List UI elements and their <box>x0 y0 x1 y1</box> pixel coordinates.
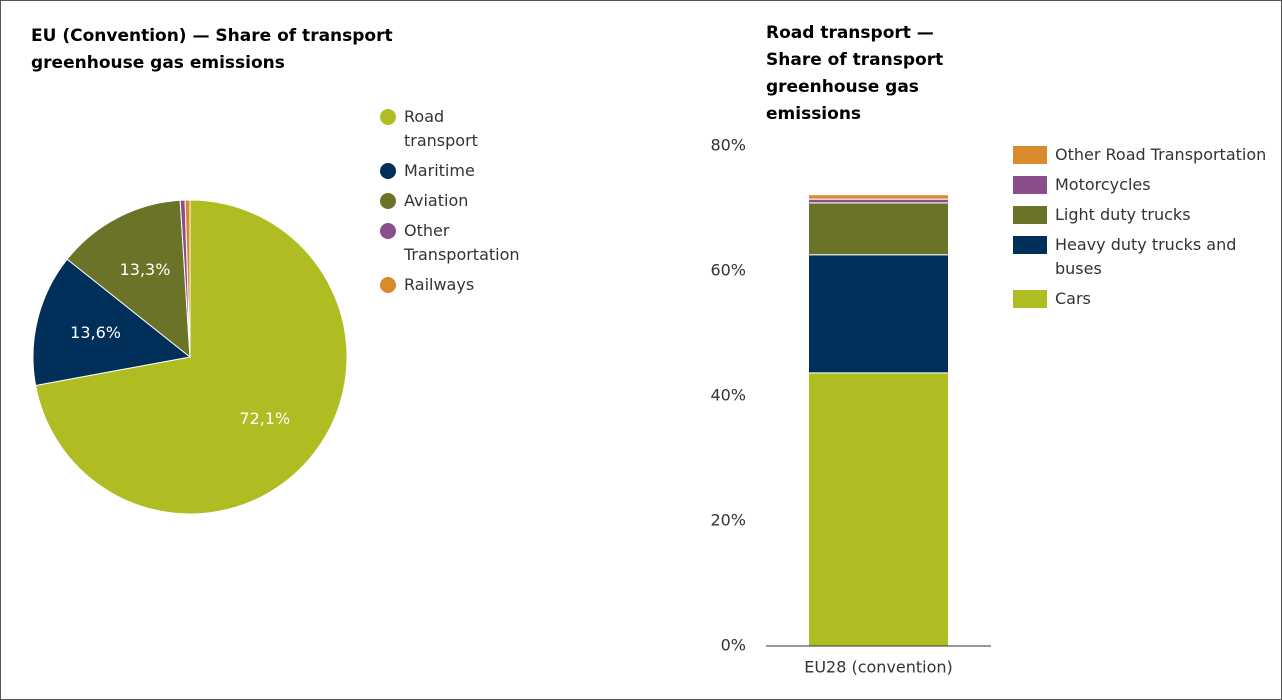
bar-segment <box>808 198 949 204</box>
legend-marker <box>1013 206 1047 224</box>
legend-label: Cars <box>1055 289 1091 308</box>
y-tick-label: 80% <box>710 136 746 155</box>
legend-item: Maritime <box>380 159 504 183</box>
legend-label: Road transport <box>404 107 478 150</box>
legend-label: Light duty trucks <box>1055 205 1191 224</box>
x-tick-label: EU28 (convention) <box>804 658 953 677</box>
legend-item: Railways <box>380 273 504 297</box>
legend-marker <box>1013 236 1047 254</box>
legend-label: Other Transportation <box>404 221 520 264</box>
legend-label: Motorcycles <box>1055 175 1151 194</box>
slice-label: 13,6% <box>70 323 121 342</box>
legend-marker <box>380 277 396 293</box>
legend-label: Maritime <box>404 161 475 180</box>
legend-item: Cars <box>1013 287 1280 311</box>
bar-segment <box>808 202 949 256</box>
y-tick-label: 0% <box>721 636 746 655</box>
legend-label: Aviation <box>404 191 469 210</box>
legend-item: Light duty trucks <box>1013 203 1280 227</box>
legend-label: Heavy duty trucks and buses <box>1055 235 1237 278</box>
legend-label: Other Road Transportation <box>1055 145 1267 164</box>
bar-legend: Other Road Transportation Motorcycles Ligh… <box>1013 143 1280 317</box>
legend-label: Railways <box>404 275 475 294</box>
pie-slice <box>35 199 348 515</box>
slice-label: 13,3% <box>120 260 171 279</box>
slice-label: 72,1% <box>239 409 290 428</box>
bar-segment <box>808 372 949 647</box>
legend-marker <box>380 109 396 125</box>
legend-marker <box>380 223 396 239</box>
legend-item: Road transport <box>380 105 504 153</box>
legend-marker <box>1013 146 1047 164</box>
y-tick-label: 60% <box>710 261 746 280</box>
legend-item: Other Transportation <box>380 219 520 267</box>
bar-segment <box>808 254 949 374</box>
bar-segment <box>808 194 949 200</box>
pie-slice <box>66 199 191 359</box>
legend-marker <box>1013 290 1047 308</box>
legend-item: Motorcycles <box>1013 173 1280 197</box>
legend-marker <box>380 193 396 209</box>
y-tick-label: 20% <box>710 511 746 530</box>
bar-title: Road transport — Share of transport gree… <box>766 23 944 124</box>
legend-item: Aviation <box>380 189 504 213</box>
legend-marker <box>380 163 396 179</box>
pie-slice <box>32 258 192 387</box>
pie-slice <box>184 199 191 358</box>
legend-item: Other Road Transportation <box>1013 143 1280 167</box>
y-tick-label: 40% <box>710 386 746 405</box>
legend-item: Heavy duty trucks and buses <box>1013 233 1280 281</box>
legend-marker <box>1013 176 1047 194</box>
pie-legend: Road transport Maritime Aviation Other Tran… <box>380 105 520 303</box>
pie-title: EU (Convention) — Share of transport gre… <box>31 26 393 73</box>
